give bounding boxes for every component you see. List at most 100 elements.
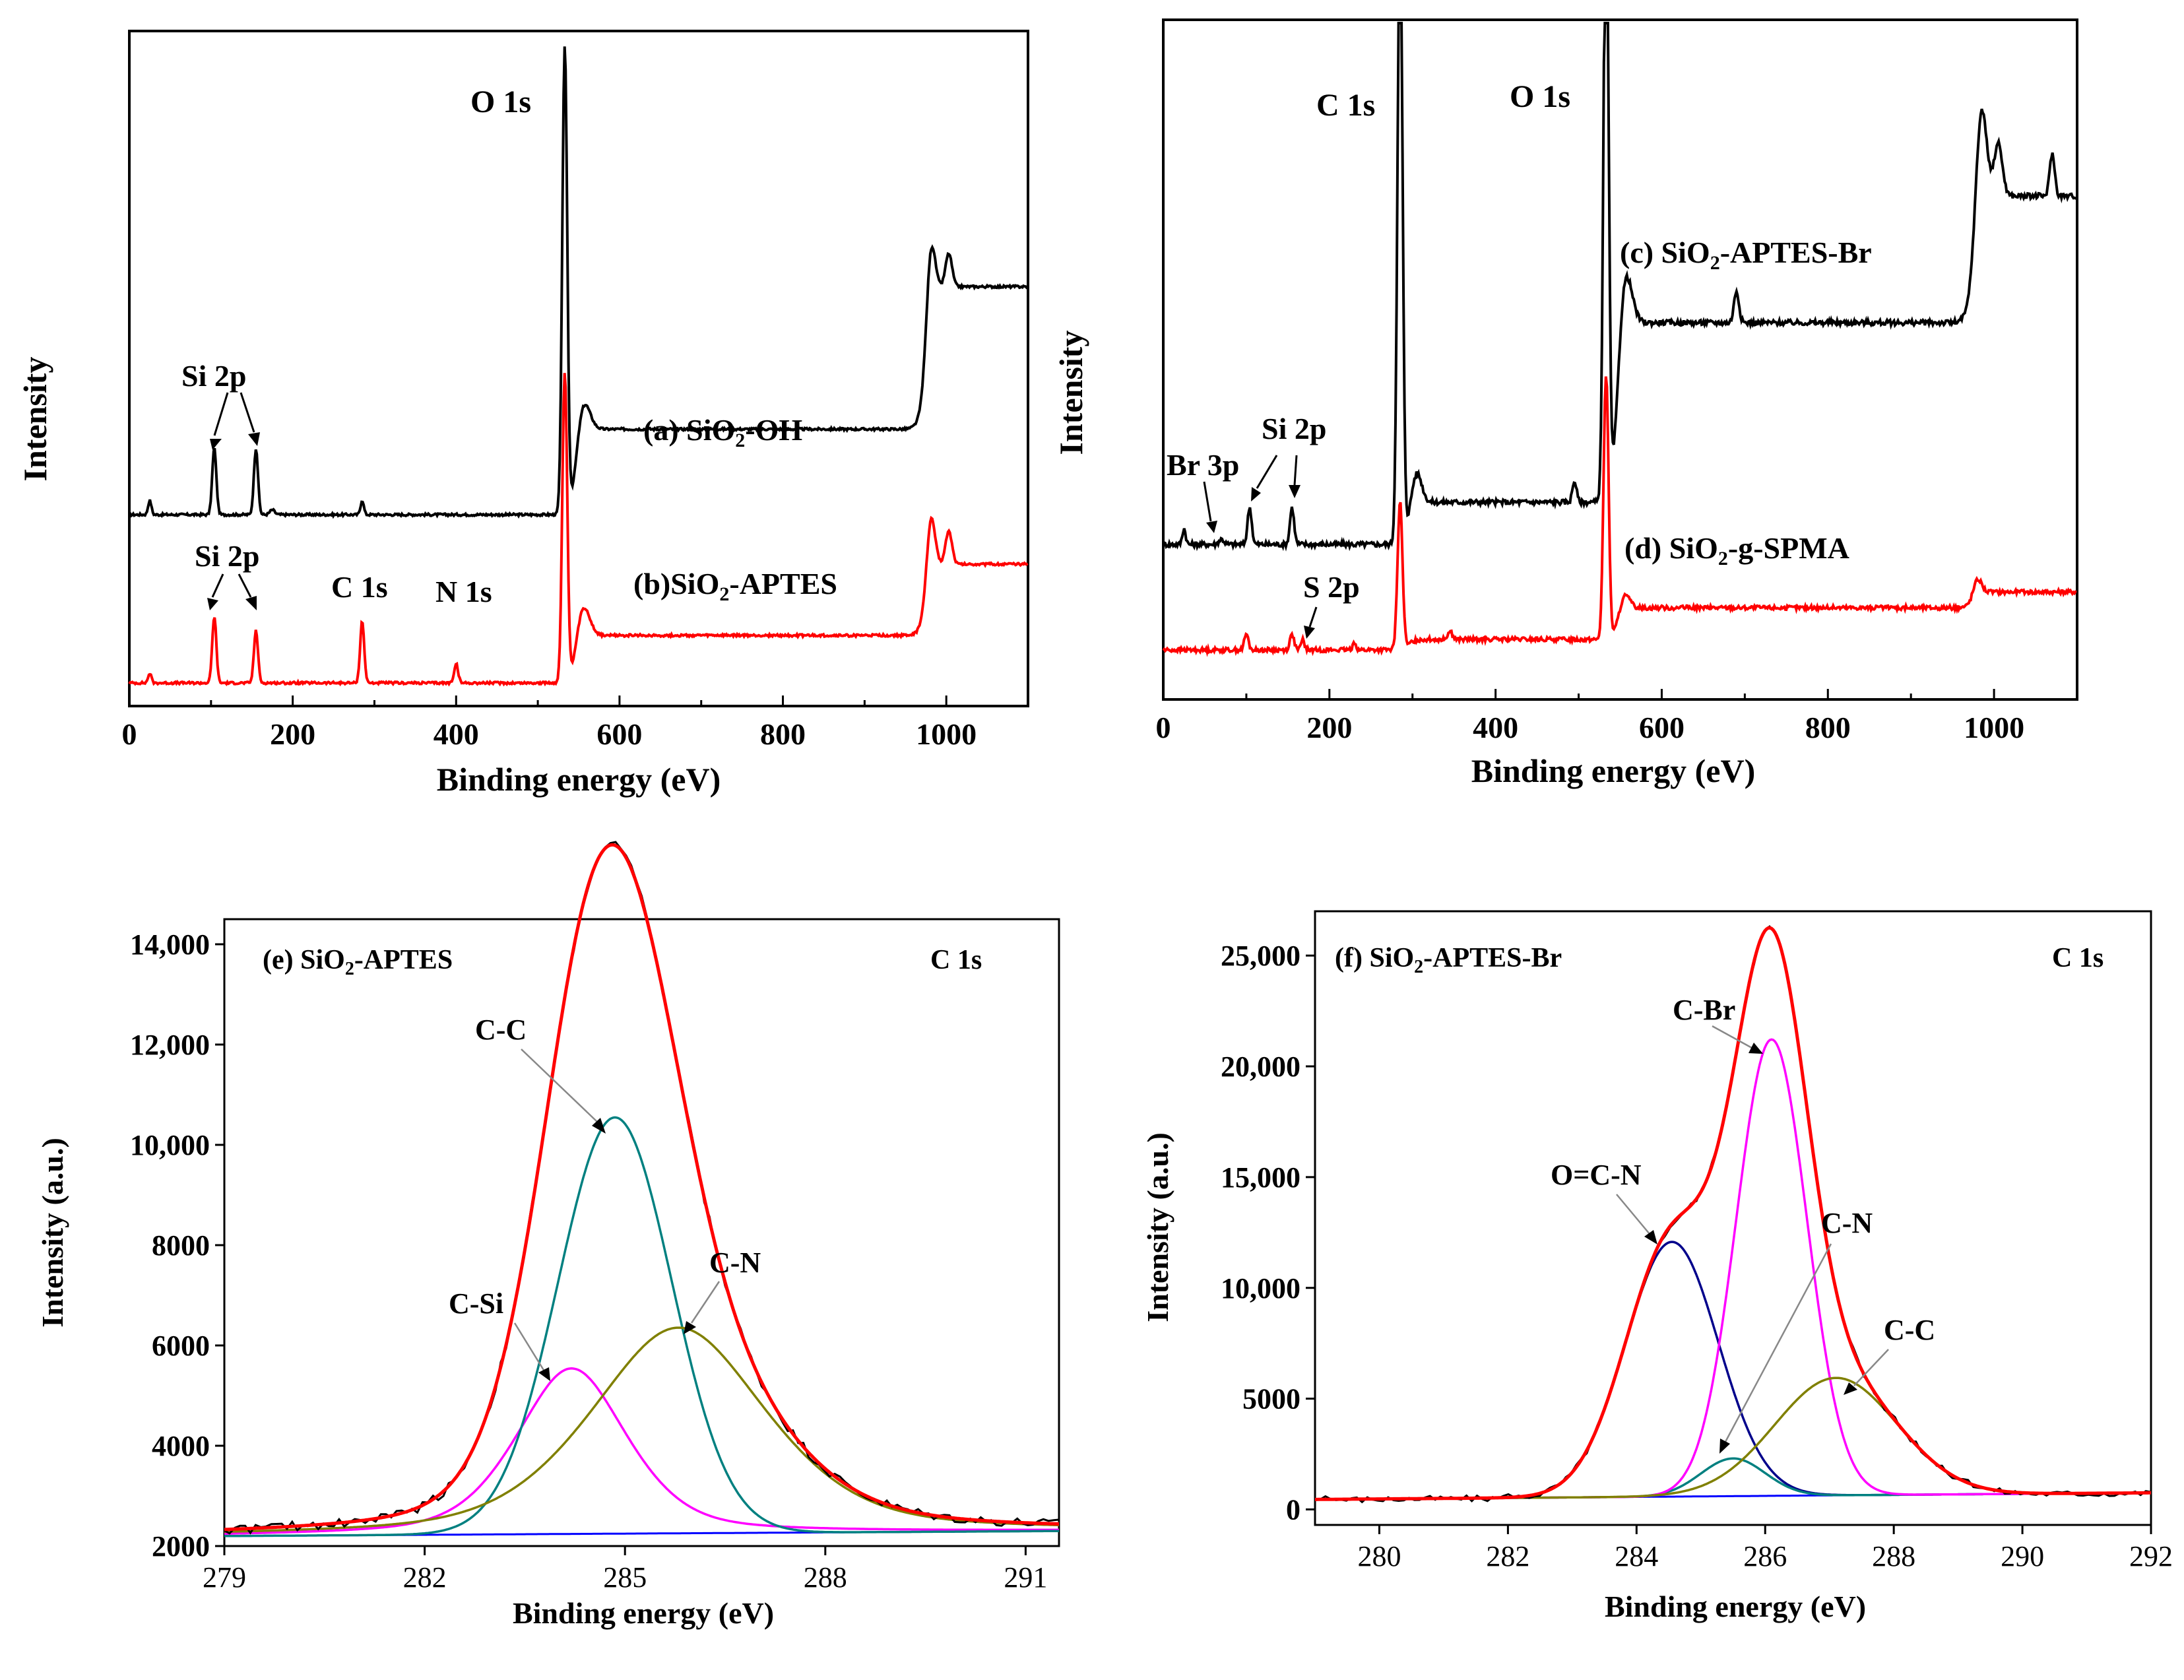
axis-ticks: 279 282 285 288 291 2000 4000 6000 8000 10,000 12,…	[130, 928, 1047, 1594]
peak-label-o1s: O 1s	[470, 84, 531, 119]
y-tick-label: 5000	[1242, 1383, 1301, 1415]
component-label-c-c: C-C	[475, 1014, 527, 1046]
c1s-panel-e: 279 282 285 288 291 2000 4000 6000 8000 10,000 12,…	[36, 841, 1060, 1630]
x-tick-label: 279	[203, 1561, 246, 1594]
axis-ticks: 280 282 284 286 288 290 292 0 5000 10,000 15,000 20…	[1221, 940, 2173, 1572]
plot-frame	[223, 918, 1060, 1547]
series-line-sio2-oh	[129, 46, 1029, 519]
x-tick-label: 280	[1357, 1540, 1401, 1572]
x-axis-ticks: 0 200 400 600 800 1000	[122, 695, 977, 751]
fit-curves	[224, 841, 1060, 1537]
peak-label-c1s: C 1s	[331, 570, 388, 604]
x-tick-label: 800	[1805, 711, 1851, 744]
pointer-line	[1203, 481, 1212, 522]
pointer-arrow-icon	[1844, 1382, 1857, 1395]
series-line-sio2-g-spma	[1162, 376, 2077, 657]
pointer-line	[1712, 1025, 1752, 1049]
pointer-arrow-icon	[538, 1367, 550, 1381]
y-tick-label: 25,000	[1221, 940, 1301, 972]
y-tick-label: 6000	[152, 1330, 210, 1362]
x-tick-label: 286	[1743, 1540, 1787, 1572]
x-tick-label: 282	[403, 1561, 447, 1594]
x-tick-label: 291	[1004, 1561, 1047, 1594]
x-tick-label: 400	[434, 717, 479, 751]
y-tick-label: 4000	[152, 1430, 210, 1462]
y-tick-label: 14,000	[130, 928, 210, 961]
peak-label-br3p: Br 3p	[1167, 448, 1239, 482]
pointer-line	[513, 1322, 546, 1372]
pointer-line	[213, 392, 229, 436]
panel-title: (f) SiO2-APTES-Br	[1335, 943, 1562, 977]
x-axis-label: Binding energy (eV)	[437, 761, 721, 798]
peak-label-si2p: Si 2p	[1262, 412, 1326, 445]
x-axis-ticks: 0 200 400 600 800 1000	[1156, 689, 2024, 744]
series-label-sio2-g-spma: (d) SiO2-g-SPMA	[1624, 531, 1849, 569]
panel-title: (e) SiO2-APTES	[263, 945, 453, 979]
series-label-sio2-oh: (a) SiO2-OH	[643, 413, 802, 451]
x-tick-label: 600	[596, 717, 642, 751]
component-curve	[224, 1116, 1059, 1537]
envelope-curve	[224, 843, 1059, 1532]
series-path	[129, 46, 1029, 519]
y-tick-label: 10,000	[1221, 1272, 1301, 1305]
component-label-o-c-n: O=C-N	[1551, 1159, 1642, 1191]
y-tick-label: 20,000	[1221, 1050, 1301, 1083]
x-tick-label: 290	[2001, 1540, 2044, 1572]
pointer-line	[521, 1049, 598, 1122]
pointer-line	[690, 1281, 721, 1324]
x-tick-label: 288	[1872, 1540, 1915, 1572]
series-line-sio2-aptes	[128, 373, 1029, 687]
component-curve	[1315, 1038, 2151, 1501]
pointer-line	[1293, 455, 1298, 486]
component-curve	[1315, 1376, 2151, 1501]
y-tick-label: 8000	[152, 1229, 210, 1262]
pointer-line	[240, 392, 255, 433]
x-tick-label: 0	[1156, 711, 1171, 744]
pointer-arrow-icon	[1719, 1438, 1730, 1454]
component-label-c-n: C-N	[1821, 1207, 1873, 1239]
y-tick-label: 0	[1286, 1493, 1301, 1526]
peak-label-c1s: C 1s	[1316, 88, 1375, 123]
component-curve	[1315, 1241, 2151, 1501]
pointer-arrow-icon	[592, 1118, 606, 1134]
y-axis-label: Intensity	[16, 357, 53, 482]
x-tick-label: 285	[603, 1561, 647, 1594]
pointer-arrow-icon	[1206, 521, 1217, 533]
pointer-arrow-icon	[1289, 485, 1301, 498]
series-path	[1162, 22, 2077, 552]
component-label-c-n: C-N	[709, 1246, 761, 1279]
survey-panel-a: 0 200 400 600 800 1000 Intensity Binding ener…	[16, 30, 1029, 798]
pointer-line	[1853, 1349, 1889, 1386]
x-axis-label: Binding energy (eV)	[1471, 752, 1756, 789]
pointer-line	[1616, 1194, 1650, 1235]
pointer-arrow-icon	[1304, 626, 1315, 639]
pointer-arrow-icon	[1251, 487, 1261, 501]
peak-label-si2p-upper: Si 2p	[181, 359, 246, 393]
x-tick-label: 200	[1306, 711, 1352, 744]
corner-label-c1s: C 1s	[930, 945, 982, 975]
x-tick-label: 400	[1473, 711, 1518, 744]
x-tick-label: 800	[760, 717, 806, 751]
component-label-c-si: C-Si	[449, 1287, 503, 1320]
x-tick-label: 600	[1639, 711, 1685, 744]
envelope-curve	[1315, 926, 2151, 1501]
y-axis-label: Intensity	[1052, 331, 1089, 455]
x-axis-label: Binding energy (eV)	[513, 1596, 774, 1630]
x-tick-label: 1000	[916, 717, 977, 751]
component-label-c-br: C-Br	[1673, 994, 1735, 1026]
x-tick-label: 288	[804, 1561, 847, 1594]
x-tick-label: 200	[270, 717, 315, 751]
x-tick-label: 0	[122, 717, 137, 751]
x-tick-label: 292	[2129, 1540, 2173, 1572]
y-axis-label: Intensity (a.u.)	[1141, 1132, 1174, 1322]
x-tick-label: 1000	[1964, 711, 2024, 744]
x-tick-label: 284	[1615, 1540, 1658, 1572]
x-axis-label: Binding energy (eV)	[1605, 1590, 1866, 1623]
component-curve	[224, 1326, 1060, 1534]
fit-curves	[1314, 925, 2152, 1504]
pointer-arrow-icon	[245, 596, 257, 610]
series-line-sio2-aptes-br	[1162, 22, 2077, 552]
plot-frame	[1162, 18, 2078, 701]
pointer-line	[211, 573, 224, 598]
